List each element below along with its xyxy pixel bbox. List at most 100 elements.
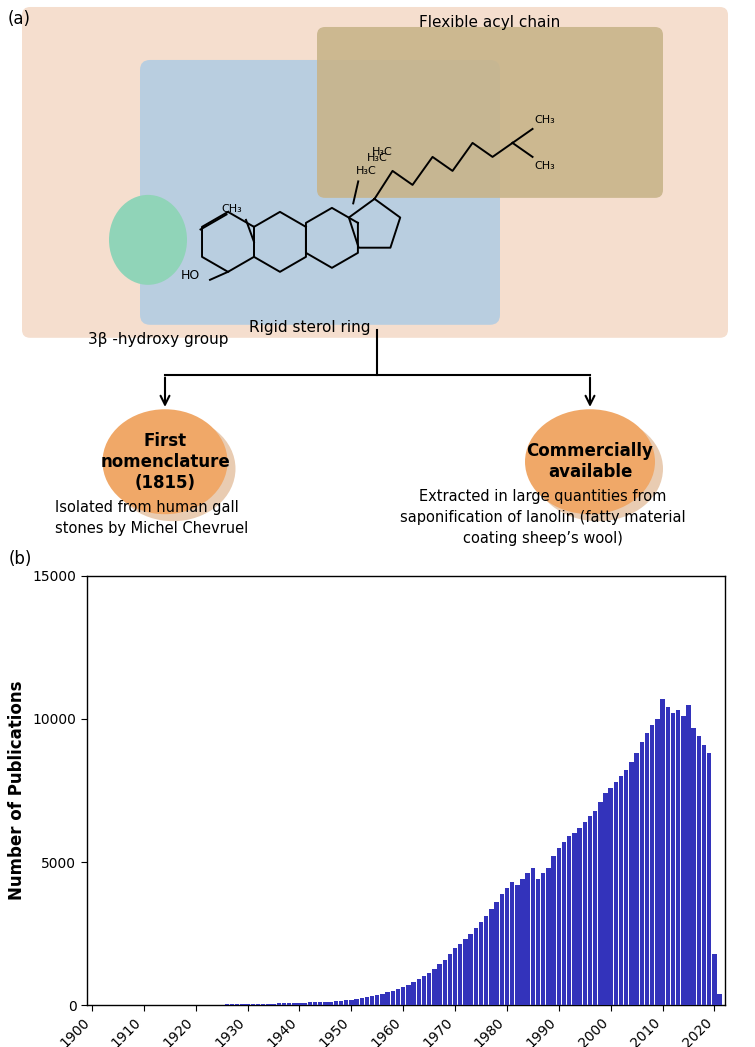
Bar [401, 987, 405, 1005]
Bar [500, 893, 504, 1005]
Bar [645, 733, 649, 1005]
Ellipse shape [533, 417, 663, 521]
Text: CH₃: CH₃ [535, 161, 555, 171]
Bar [489, 909, 494, 1005]
Bar [479, 922, 483, 1005]
Bar [334, 1001, 338, 1005]
Bar [661, 699, 664, 1005]
Bar [525, 873, 530, 1005]
Text: Extracted in large quantities from
saponification of lanolin (fatty material
coa: Extracted in large quantities from sapon… [400, 489, 686, 547]
Bar [432, 970, 436, 1005]
Bar [583, 822, 587, 1005]
Text: CH₃: CH₃ [535, 115, 555, 125]
Bar [593, 810, 597, 1005]
Bar [406, 984, 411, 1005]
FancyBboxPatch shape [317, 27, 663, 198]
Bar [271, 1004, 276, 1005]
Bar [261, 1004, 265, 1005]
Bar [473, 928, 478, 1005]
Bar [650, 725, 655, 1005]
Text: Commercially
available: Commercially available [526, 442, 653, 482]
Bar [505, 888, 509, 1005]
Bar [712, 954, 716, 1005]
Bar [670, 713, 675, 1005]
Bar [541, 873, 545, 1005]
Bar [422, 976, 426, 1005]
Bar [495, 903, 499, 1005]
Bar [587, 817, 592, 1005]
Bar [365, 997, 369, 1005]
Bar [520, 879, 525, 1005]
Bar [655, 719, 660, 1005]
Bar [349, 1000, 353, 1005]
Bar [344, 1000, 348, 1005]
Bar [681, 716, 686, 1005]
Text: HO: HO [180, 269, 200, 283]
Bar [468, 934, 473, 1005]
Bar [386, 993, 390, 1005]
Bar [307, 1002, 312, 1005]
Bar [339, 1001, 344, 1005]
Y-axis label: Number of Publications: Number of Publications [8, 681, 26, 900]
Bar [634, 753, 639, 1005]
Bar [453, 949, 458, 1005]
Bar [448, 954, 452, 1005]
Bar [318, 1002, 322, 1005]
Text: (a): (a) [8, 10, 31, 28]
Bar [629, 762, 633, 1005]
Ellipse shape [109, 195, 187, 285]
Ellipse shape [110, 417, 236, 521]
Bar [598, 802, 602, 1005]
Bar [437, 964, 442, 1005]
Text: Isolated from human gall
stones by Michel Chevruel: Isolated from human gall stones by Miche… [55, 499, 248, 536]
Bar [702, 744, 706, 1005]
Bar [390, 990, 395, 1005]
Bar [427, 973, 431, 1005]
Text: Rigid sterol ring: Rigid sterol ring [249, 319, 371, 335]
Bar [556, 848, 561, 1005]
Bar [458, 943, 463, 1005]
Bar [707, 753, 711, 1005]
Bar [717, 994, 722, 1005]
Bar [323, 1002, 328, 1005]
Bar [666, 708, 670, 1005]
Bar [464, 939, 467, 1005]
Bar [442, 960, 447, 1005]
Bar [328, 1002, 333, 1005]
Bar [624, 771, 628, 1005]
Bar [354, 999, 359, 1005]
Bar [370, 997, 374, 1005]
Bar [276, 1003, 281, 1005]
Bar [484, 916, 488, 1005]
Bar [609, 787, 613, 1005]
Text: Flexible acyl chain: Flexible acyl chain [419, 15, 561, 30]
Bar [287, 1003, 291, 1005]
Bar [578, 828, 582, 1005]
Text: H₃C: H₃C [367, 153, 387, 163]
Bar [256, 1004, 260, 1005]
Bar [567, 837, 572, 1005]
Bar [396, 988, 400, 1005]
Bar [251, 1004, 255, 1005]
Ellipse shape [103, 409, 227, 514]
Text: (b): (b) [9, 550, 32, 567]
Bar [692, 728, 696, 1005]
Bar [303, 1003, 307, 1005]
Text: 3β -hydroxy group: 3β -hydroxy group [88, 332, 229, 347]
Bar [697, 736, 701, 1005]
Bar [603, 794, 608, 1005]
Bar [510, 882, 514, 1005]
Bar [551, 856, 556, 1005]
Ellipse shape [525, 409, 655, 514]
Bar [375, 995, 380, 1005]
FancyBboxPatch shape [140, 60, 500, 325]
Bar [411, 982, 416, 1005]
Bar [267, 1004, 270, 1005]
Bar [614, 782, 618, 1005]
Text: H₃C: H₃C [371, 147, 393, 157]
Bar [313, 1002, 317, 1005]
Bar [292, 1003, 297, 1005]
FancyBboxPatch shape [22, 7, 728, 338]
Bar [282, 1003, 286, 1005]
Text: H₃C: H₃C [356, 166, 377, 176]
